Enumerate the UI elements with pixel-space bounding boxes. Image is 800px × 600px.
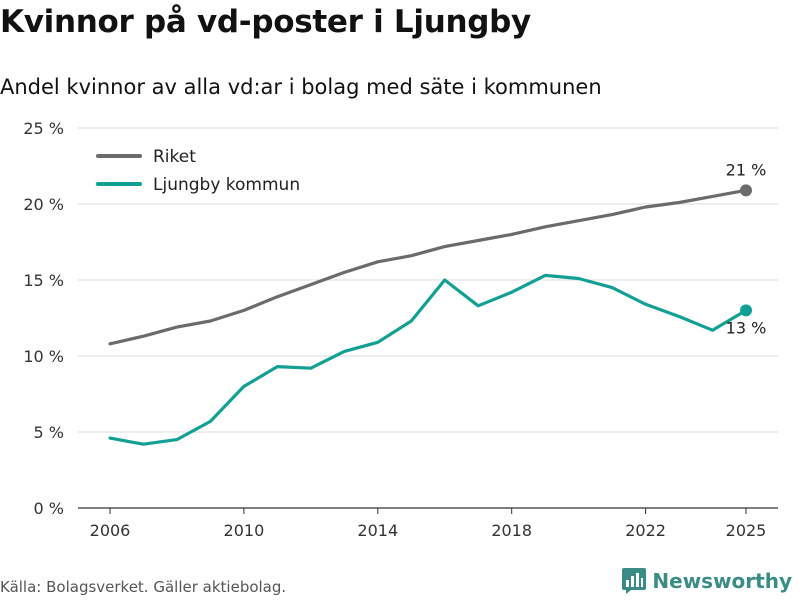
x-tick-label: 2022 (625, 521, 666, 540)
source-note: Källa: Bolagsverket. Gäller aktiebolag. (0, 578, 287, 596)
x-tick-label: 2018 (491, 521, 532, 540)
newsworthy-logo-icon (622, 568, 647, 594)
chart-title: Kvinnor på vd-poster i Ljungby (0, 4, 531, 40)
series-line-ljungby (108, 273, 748, 446)
x-tick-label: 2010 (224, 521, 265, 540)
y-tick-label: 5 % (34, 423, 64, 442)
end-point-ljungby (740, 304, 752, 317)
chart-subtitle: Andel kvinnor av alla vd:ar i bolag med … (0, 75, 602, 99)
end-point-riket (740, 184, 752, 197)
legend-label: Ljungby kommun (153, 175, 300, 195)
legend-label: Riket (153, 147, 196, 167)
y-tick-label: 10 % (23, 347, 64, 366)
end-label-riket: 21 % (726, 160, 767, 179)
y-tick-label: 15 % (23, 271, 64, 290)
y-tick-label: 20 % (23, 195, 64, 214)
x-tick-label: 2006 (90, 521, 131, 540)
brand-name: Newsworthy (652, 569, 792, 593)
x-tick-label: 2025 (726, 521, 767, 540)
y-tick-label: 0 % (34, 499, 64, 518)
series-line-riket (108, 188, 748, 346)
x-tick-label: 2014 (357, 521, 398, 540)
end-label-ljungby: 13 % (726, 318, 767, 337)
y-tick-label: 25 % (23, 119, 64, 138)
brand: Newsworthy (622, 568, 792, 594)
